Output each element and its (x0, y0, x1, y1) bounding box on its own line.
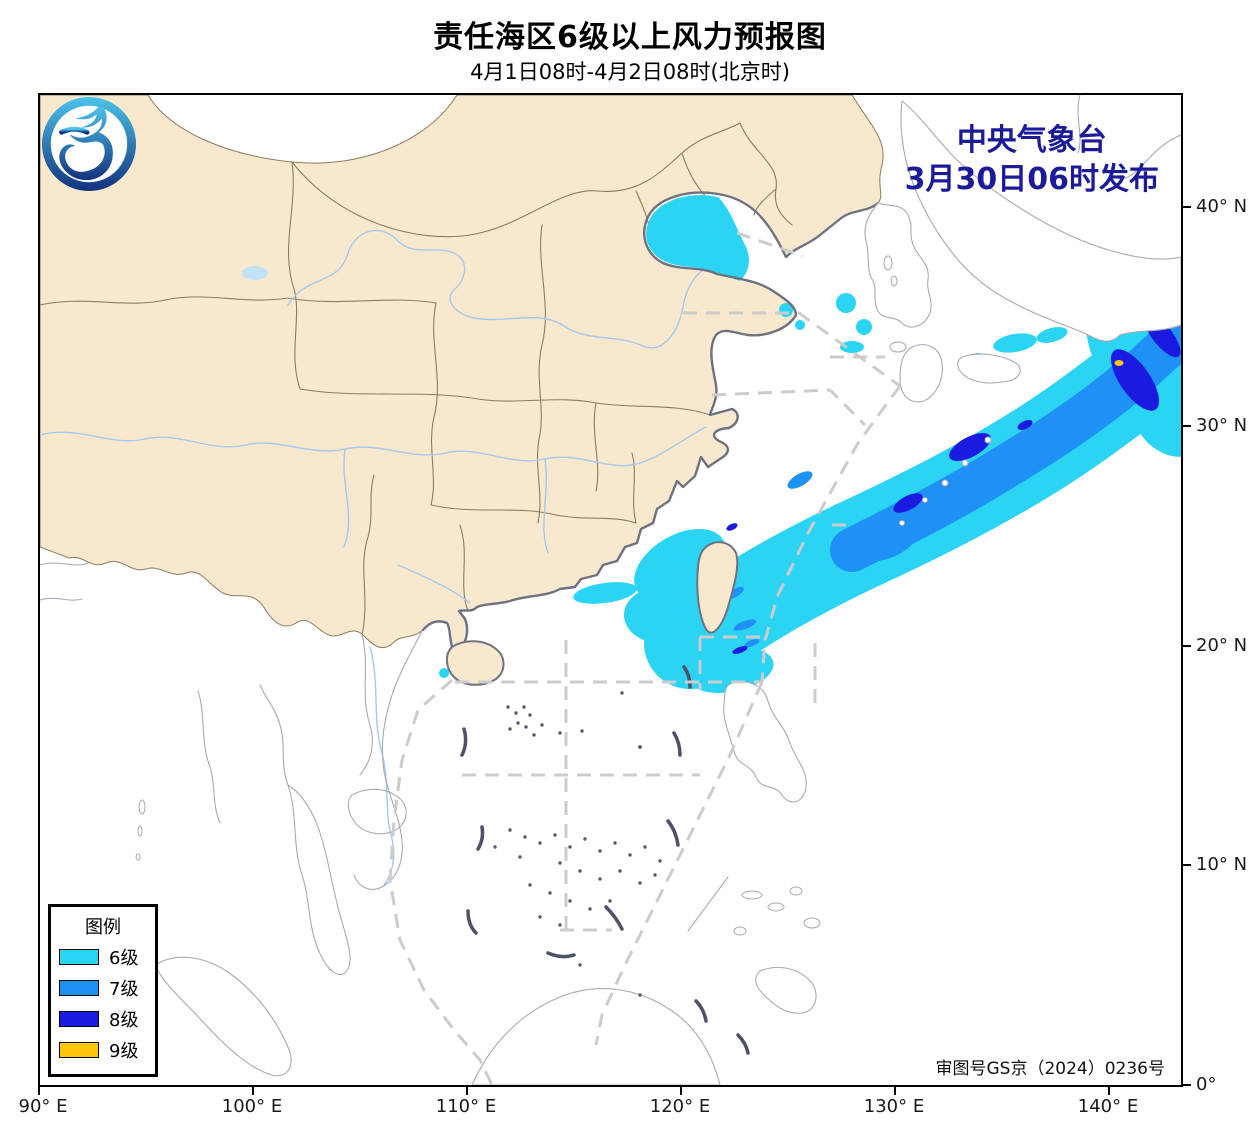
nine-dash-line (460, 665, 750, 1055)
map-canvas (40, 95, 1181, 1085)
lon-tick (466, 1087, 468, 1095)
issuer-name: 中央气象台 (956, 123, 1107, 158)
legend-item-9: 9级 (59, 1037, 149, 1063)
province-borders (40, 122, 793, 636)
legend-item-8: 8级 (59, 1006, 149, 1032)
issue-time: 3月30日06时发布 (904, 162, 1159, 197)
force9-label: 9级 (109, 1041, 139, 1062)
hainan-island (446, 640, 505, 686)
lat-label-20n: 20° N (1196, 635, 1248, 656)
lon-tick (894, 1087, 896, 1095)
force8-label: 8级 (109, 1010, 139, 1031)
page-title: 责任海区6级以上风力预报图 (433, 20, 827, 55)
lon-tick (1108, 1087, 1110, 1095)
sea-zone-boundaries (388, 231, 902, 1085)
korea-peninsula (864, 202, 932, 328)
lat-tick (1183, 645, 1191, 647)
lat-label-30n: 30° N (1196, 415, 1248, 436)
malay-peninsula (287, 784, 351, 976)
page-subtitle: 4月1日08时-4月2日08时(北京时) (470, 60, 790, 84)
force8-swatch (59, 1011, 99, 1027)
lake (242, 266, 268, 280)
forecast-map: 中央气象台 3月30日06时发布 审图号GS京（2024）0236号 图例 6级… (38, 93, 1183, 1087)
force6-label: 6级 (109, 948, 139, 969)
lon-label-100e: 100° E (221, 1096, 283, 1117)
lon-tick (252, 1087, 254, 1095)
issuer-announcement: 中央气象台 3月30日06时发布 (905, 121, 1159, 199)
wind-area-force7 (726, 313, 1181, 647)
lon-label-90e: 90° E (18, 1096, 68, 1117)
lat-tick (1183, 864, 1191, 866)
legend-title: 图例 (85, 917, 121, 938)
lon-label-130e: 130° E (863, 1096, 925, 1117)
kyushu (899, 344, 943, 403)
borneo (471, 988, 721, 1085)
lon-label-120e: 120° E (649, 1096, 711, 1117)
lon-tick (680, 1087, 682, 1095)
legend-item-6: 6级 (59, 944, 149, 970)
lon-tick (38, 1087, 40, 1095)
foreign-coastlines (40, 95, 1181, 1085)
legend: 图例 6级 7级 8级 9级 (48, 904, 158, 1077)
force7-swatch (59, 980, 99, 996)
lat-tick (1183, 206, 1191, 208)
lat-tick (1183, 425, 1191, 427)
legend-item-7: 7级 (59, 975, 149, 1001)
lat-label-10n: 10° N (1196, 854, 1248, 875)
lat-label-0: 0° (1196, 1074, 1217, 1095)
sumatra (154, 956, 292, 1077)
vietnam-coast (353, 630, 423, 890)
lon-label-110e: 110° E (435, 1096, 497, 1117)
cma-logo (41, 96, 137, 192)
reef-dots (493, 691, 662, 997)
shikoku (957, 353, 1021, 384)
force7-label: 7级 (109, 979, 139, 1000)
lon-label-140e: 140° E (1077, 1096, 1139, 1117)
luzon (723, 681, 807, 803)
map-review-number: 审图号GS京（2024）0236号 (935, 1059, 1166, 1079)
lat-tick (1183, 1084, 1191, 1086)
china-coastline (421, 191, 880, 686)
honshu (900, 100, 1181, 342)
taiwan-island (696, 541, 739, 634)
force9-swatch (59, 1042, 99, 1058)
mindanao (755, 966, 817, 1014)
force6-swatch (59, 949, 99, 965)
rivers (40, 229, 709, 886)
lat-label-40n: 40° N (1196, 196, 1248, 217)
